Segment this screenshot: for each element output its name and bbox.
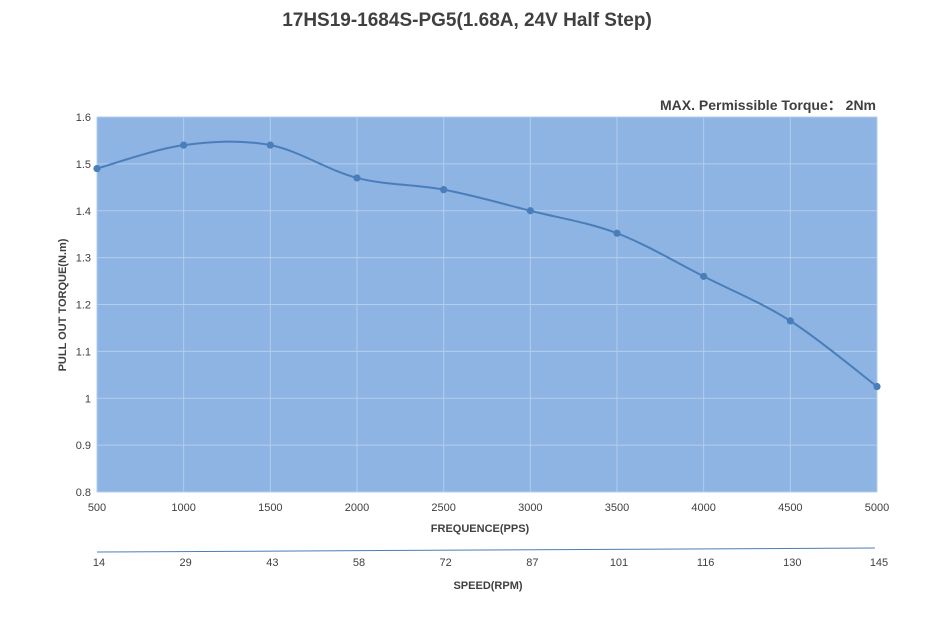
data-point (180, 141, 188, 149)
x-tick-label: 1000 (171, 502, 195, 514)
speed-tick-label: 145 (870, 557, 888, 569)
x-tick-label: 2000 (345, 502, 369, 514)
speed-tick-label: 116 (697, 557, 715, 569)
speed-tick-label: 130 (783, 557, 801, 569)
data-points (93, 141, 881, 391)
y-axis-label: PULL OUT TORQUE(N.m) (57, 238, 69, 371)
y-tick-label: 1.4 (76, 206, 91, 218)
x-tick-label: 5000 (865, 502, 889, 514)
data-point (266, 141, 274, 149)
series-line (96, 140, 878, 388)
speed-tick-label: 87 (526, 557, 538, 569)
speed-tick-label: 72 (440, 557, 452, 569)
x-tick-label: 3500 (605, 502, 629, 514)
x-tick-label: 1500 (258, 502, 282, 514)
y-tick-label: 0.8 (76, 487, 91, 499)
data-point (440, 186, 448, 194)
data-point (526, 207, 534, 215)
y-tick-label: 1.6 (76, 112, 91, 124)
x-tick-label: 500 (88, 502, 106, 514)
x-axis-label: FREQUENCE(PPS) (431, 523, 530, 535)
y-tick-label: 1 (85, 393, 91, 405)
data-point (786, 317, 794, 325)
gridlines (96, 116, 878, 493)
y-tick-label: 1.1 (76, 346, 91, 358)
speed-tick-label: 58 (353, 557, 365, 569)
data-point (353, 174, 361, 182)
data-point (873, 382, 881, 391)
speed-tick-label: 101 (610, 557, 628, 569)
x-axis-ticks: 500 1000 1500 2000 2500 3000 3500 4000 4500 5000 (88, 502, 889, 514)
y-tick-label: 1.2 (76, 300, 91, 312)
x-tick-label: 4000 (691, 502, 715, 514)
y-tick-label: 1.5 (76, 159, 91, 171)
y-tick-label: 1.3 (76, 253, 91, 265)
speed-tick-label: 29 (180, 557, 192, 569)
chart-title: 17HS19-1684S-PG5(1.68A, 24V Half Step) (282, 10, 652, 31)
x-tick-label: 2500 (431, 502, 455, 514)
data-point (93, 164, 101, 173)
speed-tick-label: 14 (93, 557, 105, 569)
speed-axis-label: SPEED(RPM) (453, 580, 522, 592)
x-tick-label: 4500 (778, 502, 802, 514)
speed-axis-line (96, 547, 876, 553)
data-point (700, 272, 708, 280)
max-torque-annotation: MAX. Permissible Torque： 2Nm (660, 97, 876, 113)
y-axis-ticks: 0.8 0.9 1 1.1 1.2 1.3 1.4 1.5 1.6 (76, 112, 91, 499)
speed-axis-ticks: 14 29 43 58 72 87 101 116 130 145 (93, 557, 888, 569)
data-point (613, 229, 621, 237)
speed-tick-label: 43 (266, 557, 278, 569)
y-tick-label: 0.9 (76, 440, 91, 452)
x-tick-label: 3000 (518, 502, 542, 514)
